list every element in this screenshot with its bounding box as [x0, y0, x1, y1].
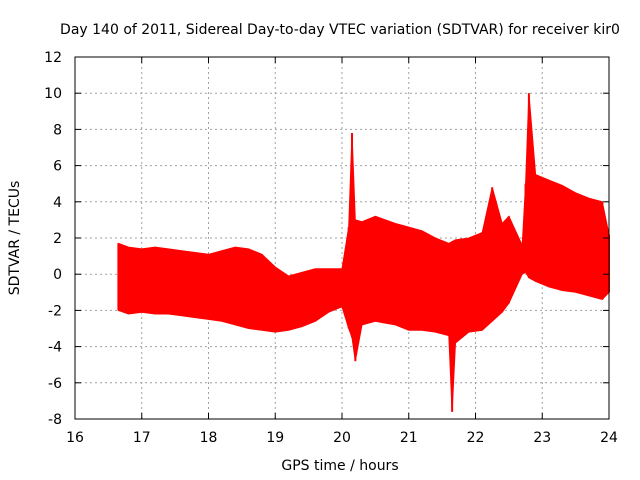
y-tick-label: 2: [53, 231, 62, 247]
x-tick-label: 20: [333, 430, 351, 446]
chart-title: Day 140 of 2011, Sidereal Day-to-day VTE…: [60, 22, 620, 38]
x-tick-label: 16: [66, 430, 84, 446]
plot-frame: [74, 56, 610, 420]
y-tick-label: -4: [48, 340, 62, 356]
y-tick-label: 6: [53, 159, 62, 175]
y-tick-label: 12: [44, 50, 62, 66]
x-tick-label: 24: [600, 430, 618, 446]
y-tick-label: 0: [53, 267, 62, 283]
x-tick-label: 19: [266, 430, 284, 446]
y-tick-label: 8: [53, 122, 62, 138]
x-tick-label: 18: [200, 430, 218, 446]
y-axis-label: SDTVAR / TECUs: [7, 181, 23, 296]
data-area: [117, 93, 610, 412]
x-axis: 16 17 18 19 20 21 22 23 24: [66, 57, 618, 446]
y-tick-label: -6: [48, 376, 62, 392]
x-tick-label: 21: [400, 430, 418, 446]
y-tick-label: -2: [48, 303, 62, 319]
y-tick-label: 10: [44, 86, 62, 102]
x-axis-label: GPS time / hours: [281, 458, 398, 474]
y-tick-label: 4: [53, 195, 62, 211]
y-tick-label: -8: [48, 412, 62, 428]
x-tick-label: 22: [467, 430, 485, 446]
x-tick-label: 23: [533, 430, 551, 446]
x-tick-label: 17: [133, 430, 151, 446]
